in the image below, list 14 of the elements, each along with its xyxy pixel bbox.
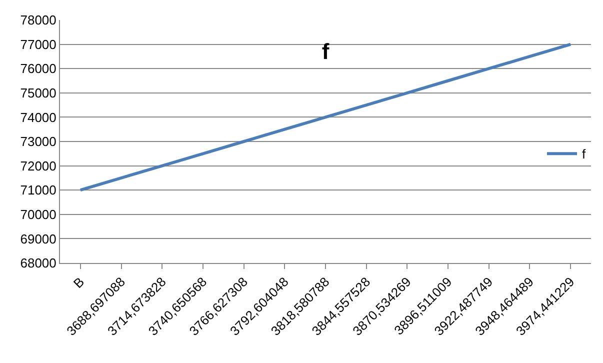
y-tick-label: 78000 [20,12,56,28]
legend-label: f [582,146,586,162]
y-tick-label: 68000 [20,256,56,271]
text: f [322,38,330,64]
y-tick-label: 77000 [20,36,56,52]
y-tick-label: 71000 [20,182,56,198]
y-tick-label: 72000 [20,158,56,174]
y-tick-label: 76000 [20,61,56,76]
y-tick-label: 74000 [20,110,56,125]
y-tick-label: 75000 [20,85,56,100]
y-tick-label: 70000 [20,206,56,222]
y-tick-label: 73000 [20,134,56,150]
y-tick-label: 69000 [20,231,56,246]
line-series [78,42,572,192]
